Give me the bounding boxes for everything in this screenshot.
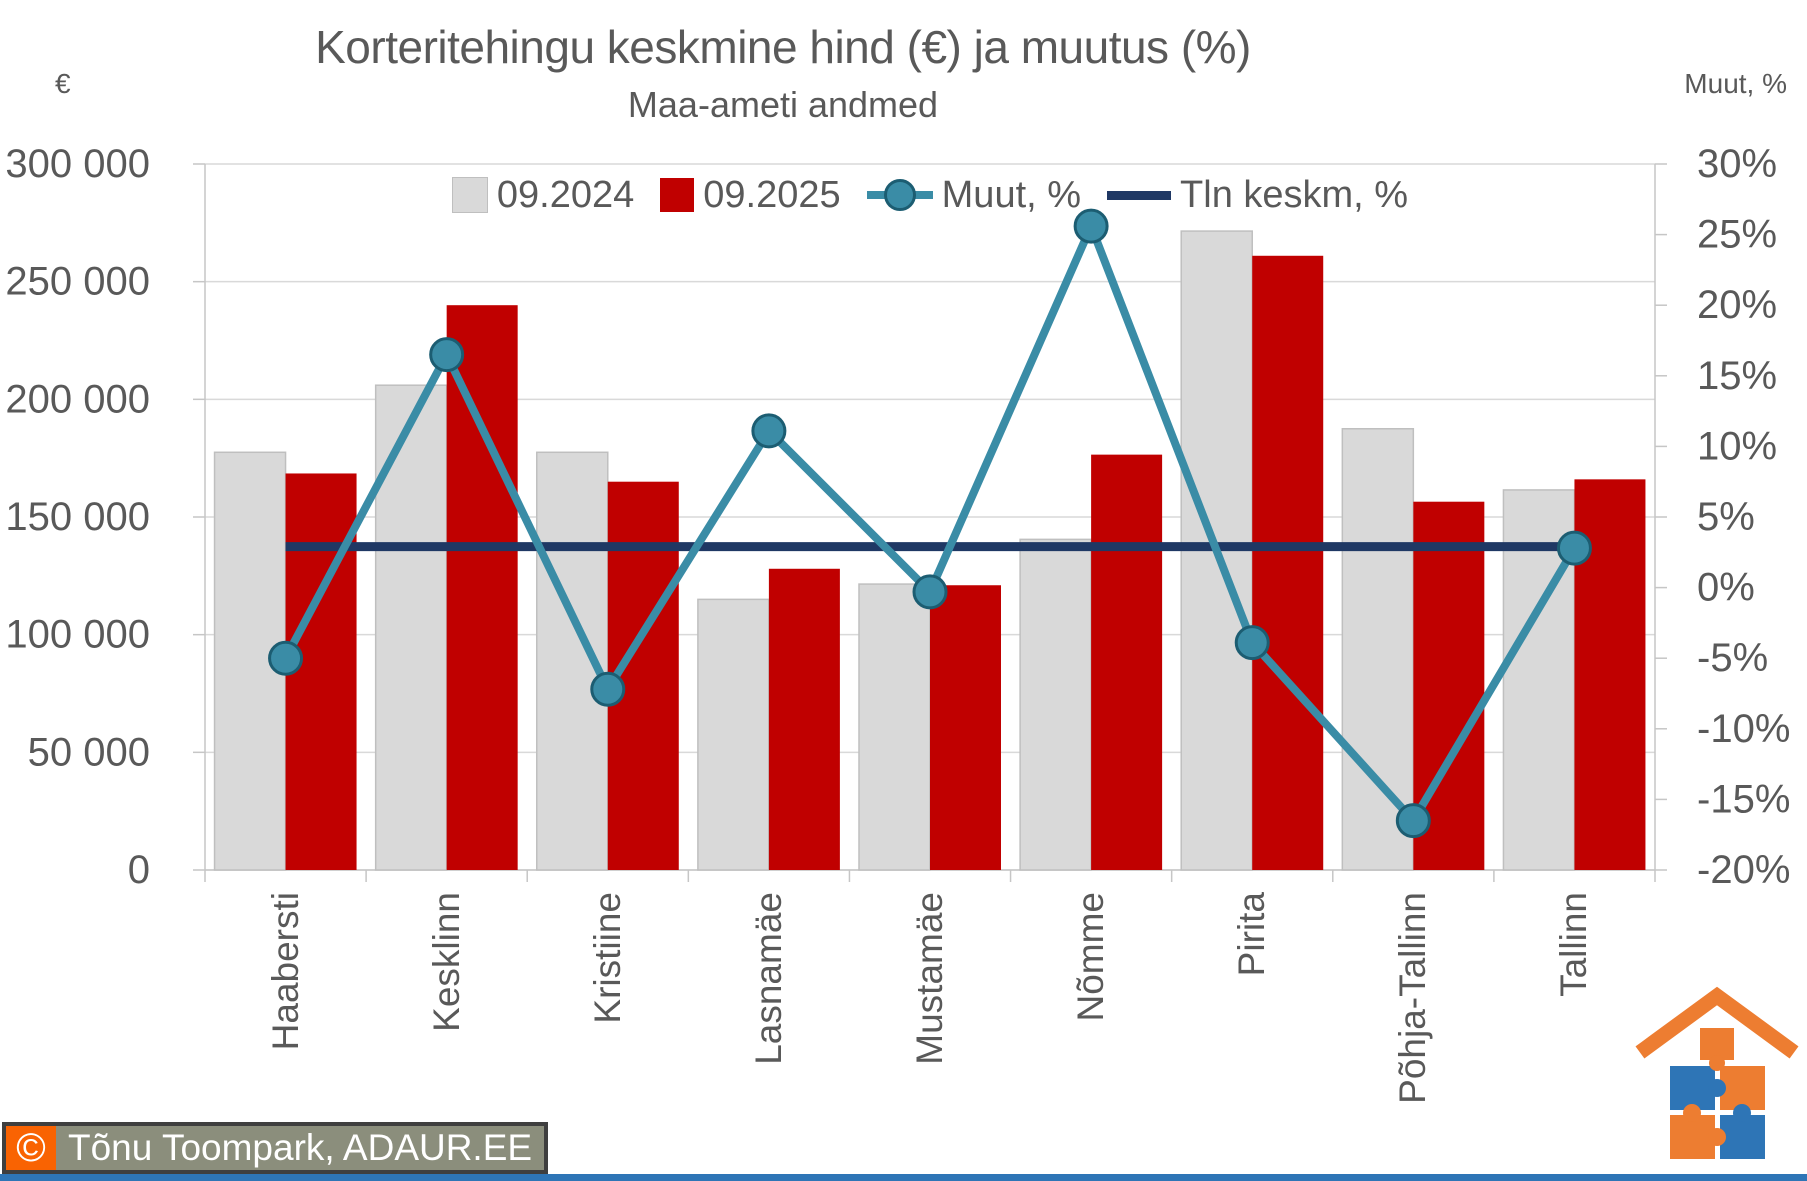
right-axis-tick-label: -15% [1697,777,1790,821]
muut-marker-3 [590,671,626,707]
footer-strip [0,1174,1807,1181]
copyright-icon: © [6,1126,56,1170]
right-axis-tick-label: -20% [1697,848,1790,892]
logo-puzzle-pieces [1670,1028,1765,1159]
left-axis-tick-label: 0 [128,848,150,892]
legend-swatch-1 [451,177,488,213]
right-axis-tick-label: 10% [1697,424,1777,468]
category-label-6: Nõmme [1070,892,1112,1022]
right-axis-tick-label: 0% [1697,566,1755,610]
left-axis-tick-label: 100 000 [5,613,150,657]
muut-marker-5 [912,574,948,610]
bar-09-2025-5 [930,585,1001,870]
muut-marker-6 [1073,208,1109,244]
category-label-2: Kesklinn [425,892,467,1032]
left-axis-tick-label: 300 000 [5,142,150,186]
right-axis-tick-label: 15% [1697,354,1777,398]
legend-label-2: 09.2025 [703,173,841,216]
category-label-7: Pirita [1231,892,1273,977]
right-axis-tick-label: 30% [1697,142,1777,186]
muut-marker-9 [1556,530,1592,566]
right-axis-tick-label: -5% [1697,636,1768,680]
right-axis-tick-label: -10% [1697,707,1790,751]
legend-label-1: 09.2024 [496,173,635,216]
legend-item-3: Muut, % [866,173,1082,217]
legend-swatch-2 [660,178,695,212]
category-label-4: Lasnamäe [747,892,789,1065]
muut-marker-2 [429,337,465,373]
legend-label-3: Muut, % [941,173,1082,216]
legend-item-4: Tln keskm, % [1107,174,1408,217]
muut-marker-7 [1234,625,1270,661]
bar-09-2025-2 [446,305,518,870]
right-axis-title: Muut, % [1684,68,1787,99]
left-axis-tick-label: 250 000 [5,260,150,304]
bar-09-2025-6 [1091,454,1163,870]
bar-09-2025-4 [768,568,840,870]
category-label-5: Mustamäe [909,892,950,1065]
adaur-logo [1635,986,1799,1159]
left-axis-title: € [55,68,71,99]
category-label-1: Haabersti [264,892,306,1051]
muut-marker-8 [1395,803,1431,839]
bar-09-2025-7 [1252,255,1324,870]
left-axis-tick-label: 150 000 [5,495,150,539]
category-label-3: Kristiine [586,892,628,1024]
chart-title: Korteritehingu keskmine hind (€) ja muut… [315,21,1251,73]
bar-09-2024-6 [1019,538,1092,871]
bar-09-2024-4 [697,598,770,871]
bar-09-2024-8 [1341,428,1415,871]
watermark-text: Tõnu Toompark, ADAUR.EE [56,1126,545,1170]
muut-marker-4 [751,413,787,449]
chart-subtitle: Maa-ameti andmed [627,84,939,125]
bar-09-2024-2 [374,384,448,871]
muut-marker-1 [268,640,304,676]
legend-item-2: 09.2025 [660,173,841,217]
watermark: © Tõnu Toompark, ADAUR.EE [2,1122,549,1174]
category-label-9: Tallinn [1553,892,1595,997]
legend-label-4: Tln keskm, % [1180,173,1409,216]
left-axis-tick-label: 200 000 [5,377,150,421]
category-label-8: Põhja-Tallinn [1392,892,1434,1104]
left-axis-tick-label: 50 000 [28,730,150,774]
right-axis-tick-label: 5% [1697,495,1755,539]
legend-swatch-4 [1107,190,1172,200]
right-axis-tick-label: 25% [1697,213,1777,257]
chart-legend: 09.2024 09.2025 Muut, % Tln keskm, % [205,172,1655,218]
right-axis-tick-label: 20% [1697,283,1777,327]
bar-09-2024-3 [536,451,609,871]
legend-swatch-3 [866,178,933,212]
legend-item-1: 09.2024 [451,173,635,217]
bar-09-2024-5 [858,583,931,871]
logo-roof [1635,986,1799,1059]
